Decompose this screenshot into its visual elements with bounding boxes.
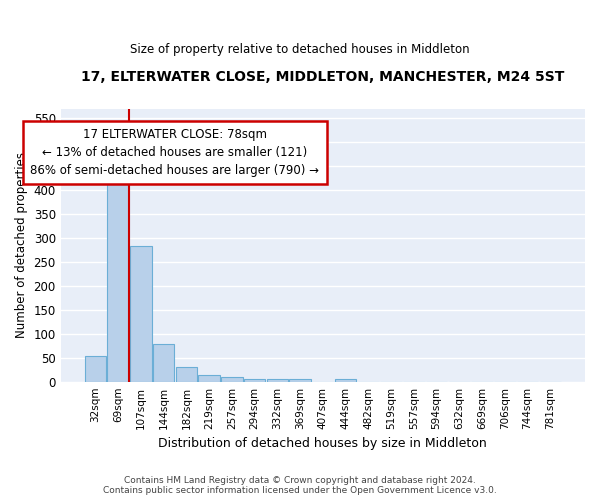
- Bar: [221, 377, 242, 382]
- Y-axis label: Number of detached properties: Number of detached properties: [15, 152, 28, 338]
- Bar: [85, 356, 106, 382]
- Text: Size of property relative to detached houses in Middleton: Size of property relative to detached ho…: [130, 42, 470, 56]
- Bar: [244, 380, 265, 382]
- Title: 17, ELTERWATER CLOSE, MIDDLETON, MANCHESTER, M24 5ST: 17, ELTERWATER CLOSE, MIDDLETON, MANCHES…: [81, 70, 565, 84]
- Bar: [266, 380, 288, 382]
- Bar: [130, 246, 152, 382]
- Bar: [107, 166, 129, 382]
- Bar: [153, 344, 175, 382]
- Text: 17 ELTERWATER CLOSE: 78sqm
← 13% of detached houses are smaller (121)
86% of sem: 17 ELTERWATER CLOSE: 78sqm ← 13% of deta…: [31, 128, 319, 177]
- Bar: [289, 379, 311, 382]
- Bar: [335, 380, 356, 382]
- X-axis label: Distribution of detached houses by size in Middleton: Distribution of detached houses by size …: [158, 437, 487, 450]
- Text: Contains HM Land Registry data © Crown copyright and database right 2024.
Contai: Contains HM Land Registry data © Crown c…: [103, 476, 497, 495]
- Bar: [198, 375, 220, 382]
- Bar: [176, 368, 197, 382]
